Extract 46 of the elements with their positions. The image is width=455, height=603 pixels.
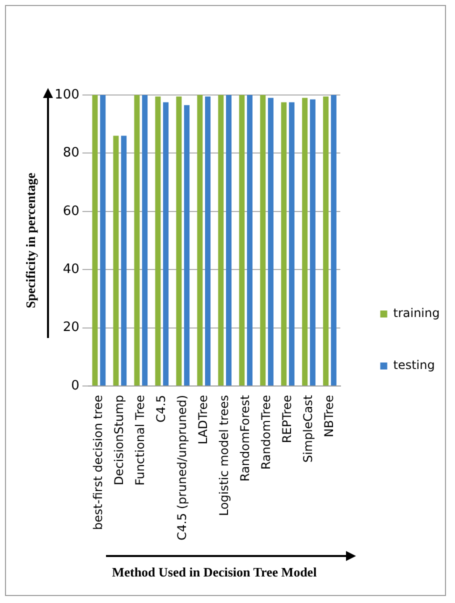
x-tick-label: RandomForest [238, 394, 252, 482]
bar [184, 105, 190, 386]
bar [155, 96, 161, 386]
y-tick-label: 80 [62, 146, 80, 161]
bar [310, 99, 316, 386]
bar [268, 98, 274, 386]
y-tick-label: 40 [62, 262, 80, 277]
x-tick-label: SimpleCast [300, 394, 315, 463]
y-tick-label: 0 [71, 378, 80, 394]
y-tick-label: 100 [54, 87, 80, 102]
x-tick-label: C4.5 (pruned/unpruned) [174, 394, 189, 540]
x-axis-title: Method Used in Decision Tree Model [112, 564, 318, 580]
bar [260, 95, 266, 386]
bar [142, 95, 148, 386]
y-axis-title: Specificity in percentage [23, 172, 38, 308]
bar [330, 95, 336, 386]
bar [323, 96, 329, 386]
y-tick-label: 60 [62, 204, 80, 219]
bar [113, 136, 119, 386]
x-tick-label: RandomTree [258, 394, 273, 470]
bar [239, 95, 245, 386]
bar [218, 95, 224, 386]
bar [197, 95, 203, 386]
x-tick-label: best-first decision tree [91, 394, 106, 530]
bar [92, 95, 98, 386]
bar [176, 96, 182, 386]
y-tick-label: 20 [62, 320, 80, 336]
bar [246, 95, 252, 386]
x-tick-label: Logistic model trees [216, 394, 231, 516]
x-tick-label: Functional Tree [133, 394, 148, 486]
x-tick-label: NBTree [322, 394, 336, 438]
bar [288, 102, 294, 386]
x-tick-label: REPTree [280, 394, 294, 444]
bar [281, 102, 287, 386]
bar [134, 95, 140, 386]
x-tick-label: DecisionStump [112, 394, 126, 486]
bar [121, 136, 127, 386]
legend-label: testing [393, 358, 435, 372]
x-tick-label: C4.5 [154, 394, 168, 422]
legend-label: training [393, 306, 440, 320]
bar [302, 98, 308, 386]
bar [226, 95, 232, 386]
x-tick-label: LADTree [196, 394, 210, 444]
bar [163, 102, 169, 386]
bar [205, 96, 211, 386]
bar [100, 95, 106, 386]
